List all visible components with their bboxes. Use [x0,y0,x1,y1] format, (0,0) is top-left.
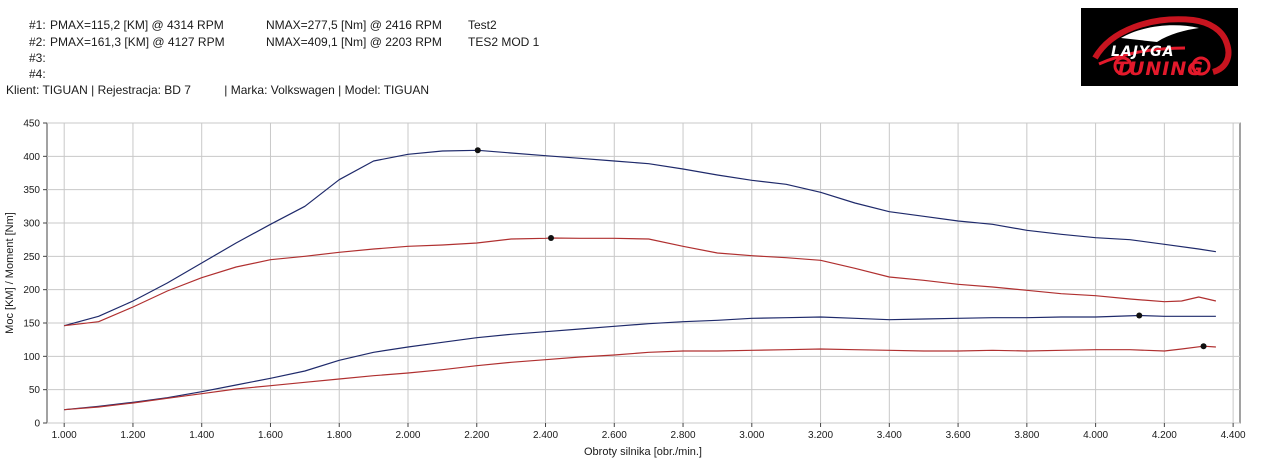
x-tick-label: 3.000 [739,430,764,441]
x-tick-label: 2.200 [464,430,489,441]
client-info: Klient: TIGUAN | Rejestracja: BD 7 | Mar… [6,83,430,97]
run-2-label: #2: [29,35,46,49]
series-line-2 [64,237,1217,327]
y-tick-label: 250 [23,252,40,263]
run-4-label: #4: [29,67,46,81]
peak-marker-3 [1136,312,1143,319]
x-tick-label: 1.400 [189,430,214,441]
x-axis-ticks: 1.000 1.200 1.400 1.600 1.800 2.000 2.200 2.400… [52,423,1246,441]
x-tick-label: 4.200 [1152,430,1177,441]
y-axis-ticks: 0 50 100 150 200 250 300 350 400 450 [23,119,47,430]
y-tick-label: 100 [23,352,40,363]
run-2-name: TES2 MOD 1 [468,35,540,49]
peak-marker-2 [548,235,555,241]
x-tick-label: 1.200 [120,430,145,441]
peak-marker-1 [474,147,481,154]
x-tick-label: 3.400 [877,430,902,441]
run-2-pmax: PMAX=161,3 [KM] @ 4127 RPM [50,35,225,49]
y-tick-label: 150 [23,319,40,330]
run-2-nmax: NMAX=409,1 [Nm] @ 2203 RPM [266,35,442,49]
markers-group [474,147,1207,350]
x-tick-label: 1.600 [258,430,283,441]
y-tick-label: 50 [29,385,41,396]
x-tick-label: 3.600 [946,430,971,441]
y-tick-label: 400 [23,152,40,163]
x-tick-label: 1.800 [327,430,352,441]
run-1-pmax: PMAX=115,2 [KM] @ 4314 RPM [50,18,224,32]
y-tick-label: 0 [34,419,40,430]
brand-logo: LAJYGA TUNING [1081,8,1238,86]
plot-area [46,122,1241,424]
series-line-4 [64,345,1216,411]
x-axis-label: Obroty silnika [obr./min.] [584,446,702,458]
x-tick-label: 3.200 [808,430,833,441]
y-tick-label: 350 [23,185,40,196]
logo-text-top: LAJYGA [1111,44,1175,60]
x-tick-label: 4.400 [1221,430,1246,441]
x-tick-label: 2.400 [533,430,558,441]
grid [47,122,1240,424]
peak-marker-4 [1200,343,1207,350]
run-1-label: #1: [29,18,46,32]
x-tick-label: 2.800 [671,430,696,441]
series-group [64,149,1217,411]
series-line-1 [64,149,1216,327]
x-tick-label: 4.000 [1083,430,1108,441]
run-1-nmax: NMAX=277,5 [Nm] @ 2416 RPM [266,18,442,32]
logo-text-bottom: TUNING [1115,58,1204,80]
x-tick-label: 2.000 [395,430,420,441]
run-1-name: Test2 [468,18,497,32]
x-tick-label: 2.600 [602,430,627,441]
y-axis-label: Moc [KM] / Moment [Nm] [4,212,16,334]
run-3-label: #3: [29,51,46,65]
series-line-3 [64,314,1216,411]
y-tick-label: 450 [23,119,40,130]
y-tick-label: 200 [23,285,40,296]
x-tick-label: 1.000 [52,430,77,441]
x-tick-label: 3.800 [1014,430,1039,441]
y-tick-label: 300 [23,219,40,230]
car-silhouette-icon [1092,16,1232,76]
